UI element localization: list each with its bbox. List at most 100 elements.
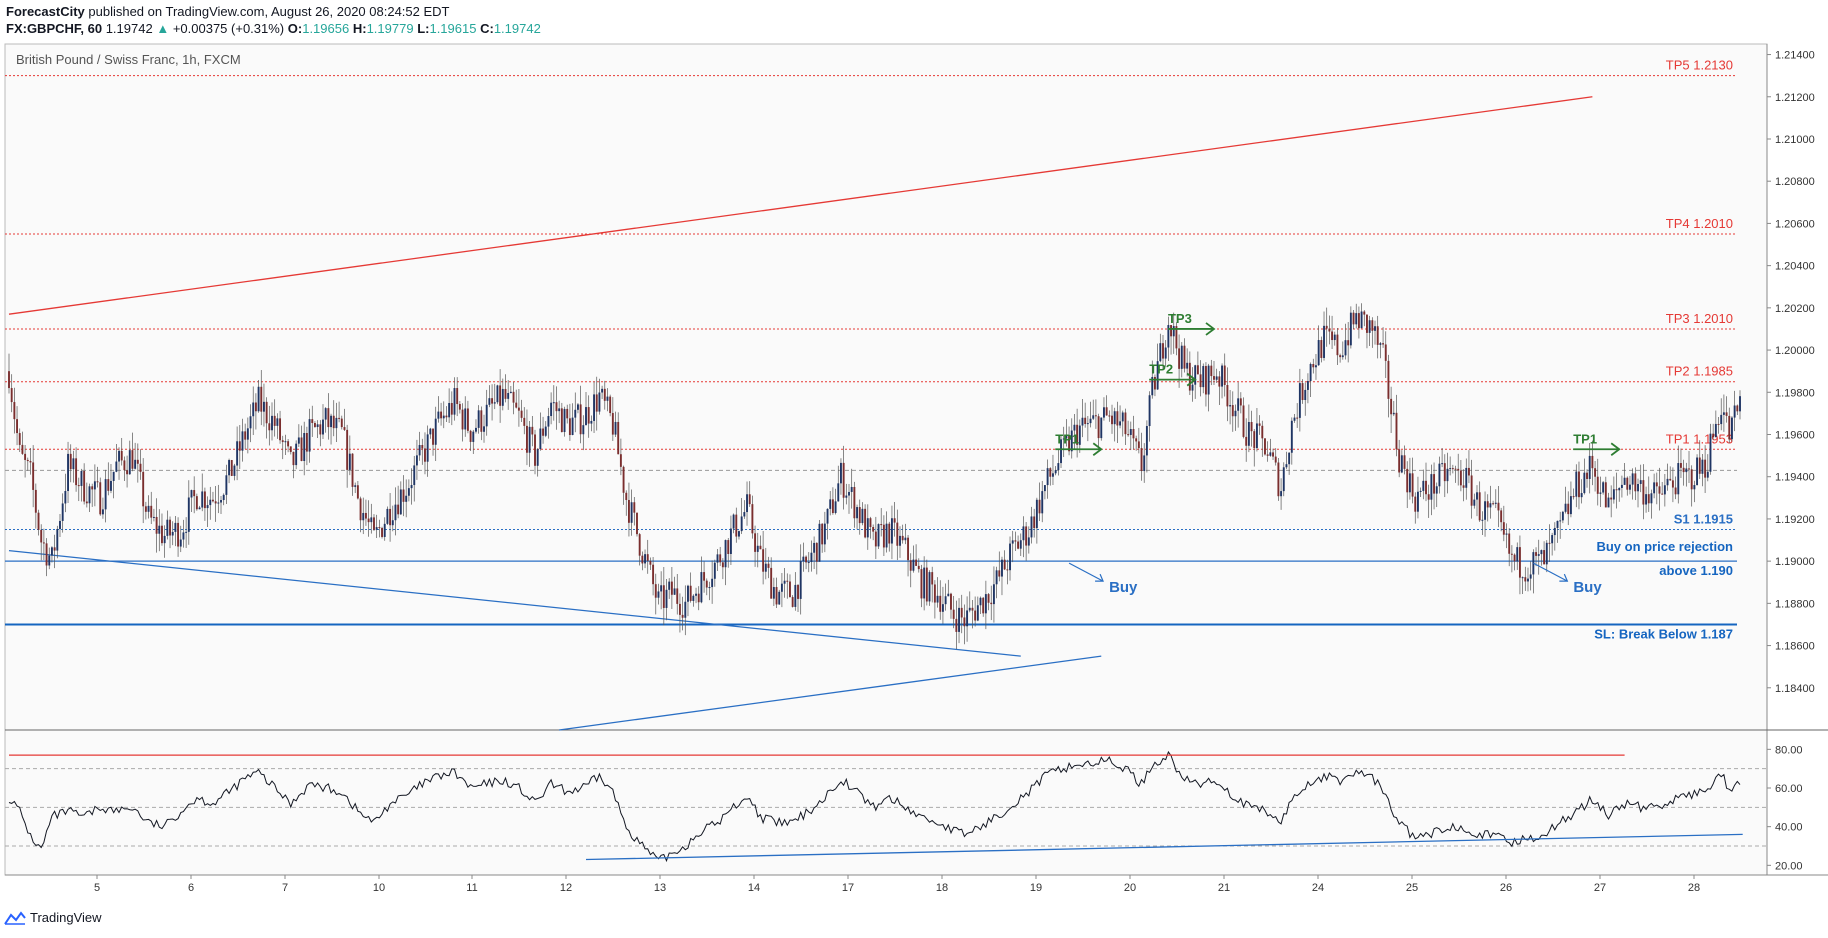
candle-body bbox=[933, 584, 936, 603]
candle-body bbox=[721, 562, 724, 568]
candle-body bbox=[77, 485, 80, 487]
candle-body bbox=[45, 543, 48, 566]
candle-body bbox=[1089, 418, 1092, 424]
candle-body bbox=[939, 595, 942, 612]
candle-body bbox=[442, 415, 445, 419]
candle-body bbox=[1588, 455, 1591, 479]
candle-body bbox=[764, 563, 767, 572]
candle-body bbox=[789, 581, 791, 598]
candle-body bbox=[386, 508, 389, 524]
annotation-arrow bbox=[1068, 562, 1104, 582]
candle-body bbox=[1043, 485, 1046, 492]
candle-body bbox=[1559, 520, 1562, 522]
candle-body bbox=[770, 567, 773, 599]
candle-body bbox=[24, 453, 27, 460]
candle-body bbox=[1052, 473, 1054, 477]
candle-body bbox=[271, 415, 273, 431]
candle-body bbox=[346, 429, 349, 470]
candle-body bbox=[1116, 411, 1119, 426]
candle-body bbox=[1027, 537, 1030, 546]
author-name[interactable]: ForecastCity bbox=[6, 4, 85, 19]
time-tick-label: 10 bbox=[373, 882, 385, 894]
candle-body bbox=[99, 482, 102, 515]
candle-body bbox=[968, 607, 971, 611]
candle-body bbox=[1408, 473, 1411, 493]
candle-body bbox=[1234, 410, 1237, 417]
level-label-2: above 1.190 bbox=[1659, 563, 1733, 578]
candle-body bbox=[1167, 325, 1170, 348]
header-line-1: ForecastCity published on TradingView.co… bbox=[6, 4, 450, 19]
candle-body bbox=[1669, 478, 1672, 481]
candle-body bbox=[1204, 366, 1207, 395]
candle-body bbox=[174, 522, 177, 532]
time-axis: 5 6 7 10 11 12 13 14 17 18 19 20 21 24 25 26 27 28 bbox=[94, 875, 1700, 894]
candle-body bbox=[1153, 376, 1156, 390]
candle-body bbox=[1266, 454, 1269, 456]
candle-body bbox=[1623, 477, 1626, 485]
price-tick-label: 1.19400 bbox=[1775, 472, 1815, 484]
candle-body bbox=[1717, 423, 1720, 425]
candle-body bbox=[399, 489, 402, 515]
candle-body bbox=[762, 549, 765, 572]
candle-body bbox=[687, 585, 689, 602]
candle-body bbox=[1728, 415, 1731, 440]
candle-body bbox=[1527, 578, 1529, 582]
candle-body bbox=[289, 446, 292, 452]
candle-body bbox=[772, 587, 775, 599]
candle-body bbox=[960, 607, 963, 618]
footer-brand[interactable]: TradingView bbox=[4, 910, 102, 925]
candle-body bbox=[1489, 503, 1492, 508]
candle-body bbox=[735, 514, 738, 537]
candle-body bbox=[920, 569, 923, 599]
candle-body bbox=[1427, 494, 1430, 500]
candle-body bbox=[469, 430, 472, 442]
candle-body bbox=[1655, 482, 1658, 487]
candle-body bbox=[1454, 468, 1457, 470]
candle-body bbox=[1309, 363, 1312, 382]
candle-body bbox=[83, 470, 86, 502]
candle-body bbox=[958, 607, 960, 632]
candle-body bbox=[1062, 438, 1065, 440]
candle-body bbox=[1159, 343, 1162, 362]
candle-body bbox=[29, 461, 32, 463]
candle-body bbox=[555, 402, 558, 412]
candle-body bbox=[751, 504, 754, 534]
candle-body bbox=[440, 411, 443, 419]
candle-body bbox=[187, 497, 190, 532]
candle-body bbox=[257, 386, 260, 412]
candle-body bbox=[201, 491, 204, 508]
candle-body bbox=[485, 404, 488, 427]
candle-body bbox=[813, 542, 816, 553]
candle-body bbox=[354, 485, 357, 487]
rsi-tick-label: 40.00 bbox=[1775, 822, 1803, 834]
candle-body bbox=[668, 581, 671, 590]
candle-body bbox=[34, 489, 37, 513]
candle-body bbox=[1035, 499, 1038, 529]
candle-body bbox=[1417, 491, 1419, 512]
annotation-label: TP3 bbox=[1168, 311, 1192, 326]
candle-body bbox=[407, 488, 410, 496]
candle-body bbox=[670, 581, 673, 595]
candle-body bbox=[831, 499, 834, 514]
candle-body bbox=[617, 421, 620, 455]
candle-body bbox=[1578, 471, 1580, 498]
candle-body bbox=[574, 409, 577, 418]
candle-body bbox=[1457, 468, 1460, 471]
candle-body bbox=[1290, 420, 1293, 453]
candle-body bbox=[992, 584, 995, 605]
candle-body bbox=[1685, 468, 1688, 473]
candle-body bbox=[493, 402, 496, 404]
candle-body bbox=[405, 495, 408, 502]
annotation-arrowhead bbox=[1559, 573, 1569, 582]
candle-body bbox=[665, 589, 668, 608]
candle-body bbox=[1612, 489, 1615, 500]
candle-body bbox=[155, 516, 158, 534]
candle-body bbox=[767, 563, 770, 568]
candle-body bbox=[700, 572, 703, 603]
candle-body bbox=[662, 585, 665, 608]
candle-body bbox=[1218, 376, 1221, 387]
candle-body bbox=[542, 428, 545, 436]
candle-body bbox=[609, 396, 612, 414]
open-label: O: bbox=[287, 21, 303, 36]
